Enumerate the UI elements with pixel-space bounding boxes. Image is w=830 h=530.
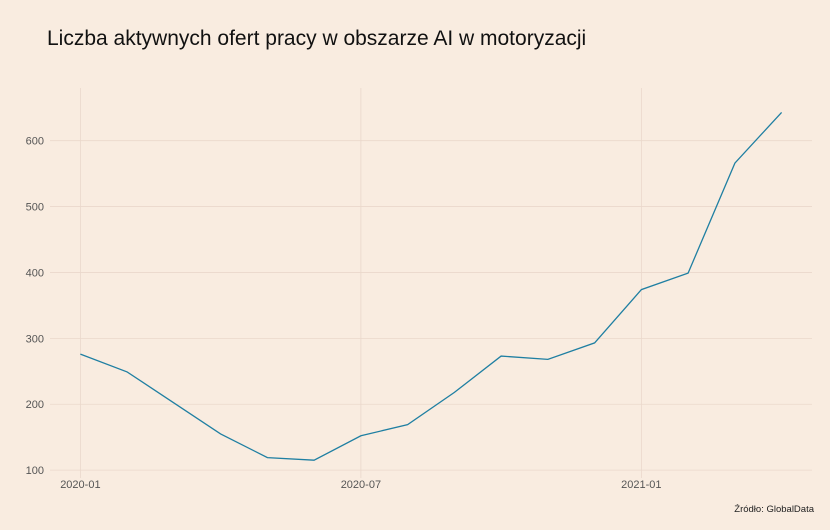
source-note: Źródło: GlobalData: [734, 504, 814, 515]
y-tick-label: 200: [26, 399, 44, 411]
x-tick-label: 2020-07: [341, 479, 381, 491]
y-tick-label: 300: [26, 333, 44, 345]
chart-title: Liczba aktywnych ofert pracy w obszarze …: [47, 27, 587, 50]
y-tick-label: 400: [26, 267, 44, 279]
x-tick-label: 2020-01: [60, 479, 100, 491]
x-axis-ticks: 2020-01 2020-07 2021-01: [60, 479, 661, 491]
y-tick-label: 500: [26, 202, 44, 214]
y-tick-label: 100: [26, 465, 44, 477]
y-axis-ticks: 100 200 300 400 500 600: [26, 136, 44, 477]
x-tick-label: 2021-01: [621, 479, 661, 491]
grid: [50, 88, 812, 478]
y-tick-label: 600: [26, 136, 44, 148]
series-line: [80, 111, 783, 461]
